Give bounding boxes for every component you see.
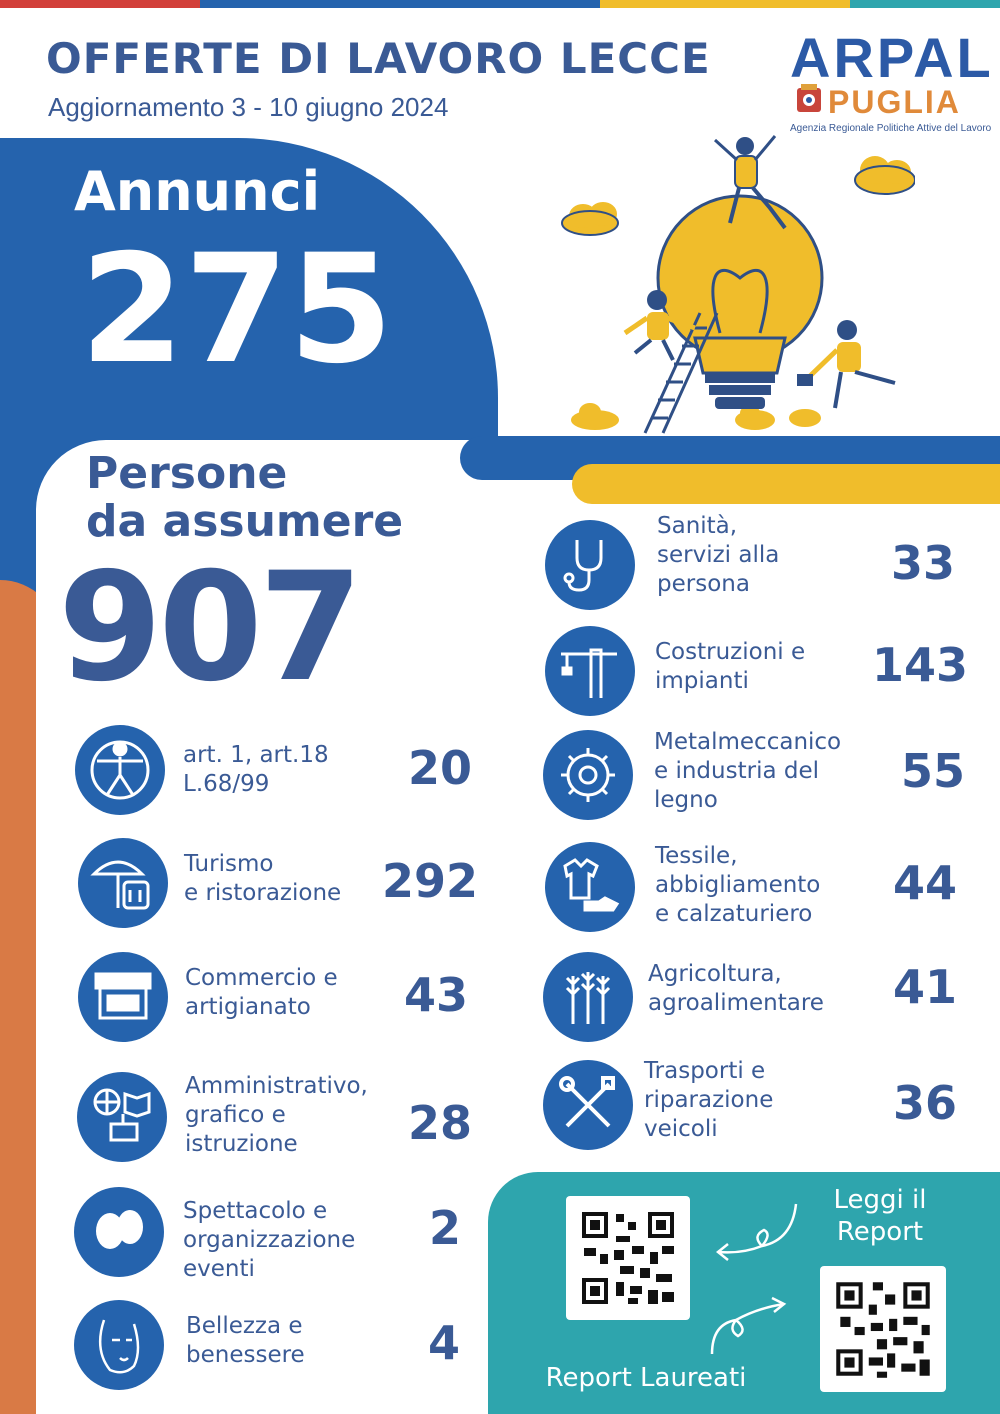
report-qr-code[interactable] bbox=[566, 1196, 690, 1320]
annunci-label: Annunci bbox=[74, 160, 321, 223]
report-laureati-text[interactable]: Report Laureati bbox=[545, 1363, 747, 1393]
market-stall-icon bbox=[78, 952, 168, 1042]
persone-value: 907 bbox=[58, 541, 363, 715]
sector-label: Agricoltura, agroalimentare bbox=[648, 961, 824, 1016]
sector-value: 33 bbox=[891, 536, 956, 590]
top-color-strip bbox=[0, 0, 1000, 8]
sector-label: Metalmeccanico e industria del legno bbox=[654, 729, 842, 813]
sector-label: art. 1, art.18 L.68/99 bbox=[183, 742, 329, 797]
theatre-masks-icon bbox=[74, 1187, 164, 1277]
page-title: OFFERTE DI LAVORO LECCE bbox=[46, 34, 711, 83]
arrow-right-icon bbox=[710, 1296, 787, 1355]
leggi-report-text[interactable]: Leggi il Report bbox=[833, 1185, 927, 1247]
sector-value: 55 bbox=[901, 744, 966, 798]
sector-label: Spettacolo e organizzazione eventi bbox=[183, 1198, 356, 1282]
persone-label-line2: da assumere bbox=[86, 496, 404, 547]
decor-stripe-yellow bbox=[572, 464, 1000, 504]
sector-label: Trasporti e riparazione veicoli bbox=[644, 1058, 774, 1142]
sector-value: 4 bbox=[428, 1316, 461, 1370]
sector-value: 44 bbox=[893, 856, 958, 910]
sector-value: 43 bbox=[404, 968, 469, 1022]
sector-label: Turismo e ristorazione bbox=[184, 851, 342, 906]
sector-label: Tessile, abbigliamento e calzaturiero bbox=[655, 843, 821, 927]
sector-label: Commercio e artigianato bbox=[185, 965, 338, 1020]
sector-value: 20 bbox=[408, 741, 473, 795]
annunci-value: 275 bbox=[80, 223, 394, 397]
puglia-logo: PUGLIA bbox=[828, 84, 961, 120]
puglia-crest-icon bbox=[797, 84, 821, 112]
arrow-left-icon bbox=[715, 1203, 798, 1261]
sector-value: 41 bbox=[893, 960, 958, 1014]
gear-wrench-icon bbox=[543, 730, 633, 820]
logo-tagline: Agenzia Regionale Politiche Attive del L… bbox=[790, 123, 992, 134]
sector-value: 143 bbox=[872, 638, 969, 692]
sector-value: 36 bbox=[893, 1076, 958, 1130]
sector-value: 28 bbox=[408, 1096, 473, 1150]
arpal-logo: ARPAL bbox=[790, 26, 994, 89]
persone-label-line1: Persone bbox=[86, 448, 288, 499]
laureati-qr-code[interactable] bbox=[820, 1266, 946, 1392]
tools-icon bbox=[543, 1060, 633, 1150]
tshirt-shoe-icon bbox=[545, 842, 635, 932]
page-subtitle: Aggiornamento 3 - 10 giugno 2024 bbox=[48, 92, 449, 122]
globe-book-icon bbox=[77, 1072, 167, 1162]
sector-label: Bellezza e benessere bbox=[186, 1313, 305, 1368]
crane-icon bbox=[545, 626, 635, 716]
wheat-icon bbox=[543, 952, 633, 1042]
accessibility-icon bbox=[75, 725, 165, 815]
persone-label: Persone da assumere bbox=[86, 450, 403, 546]
sector-value: 292 bbox=[382, 854, 479, 908]
face-beauty-icon bbox=[74, 1300, 164, 1390]
sector-label: Amministrativo, grafico e istruzione bbox=[185, 1073, 368, 1157]
sector-label: Costruzioni e impianti bbox=[655, 639, 806, 694]
sector-label: Sanità, servizi alla persona bbox=[657, 513, 780, 597]
umbrella-restaurant-icon bbox=[78, 838, 168, 928]
stethoscope-icon bbox=[545, 520, 635, 610]
sector-value: 2 bbox=[429, 1201, 462, 1255]
lightbulb-illustration bbox=[561, 135, 915, 434]
